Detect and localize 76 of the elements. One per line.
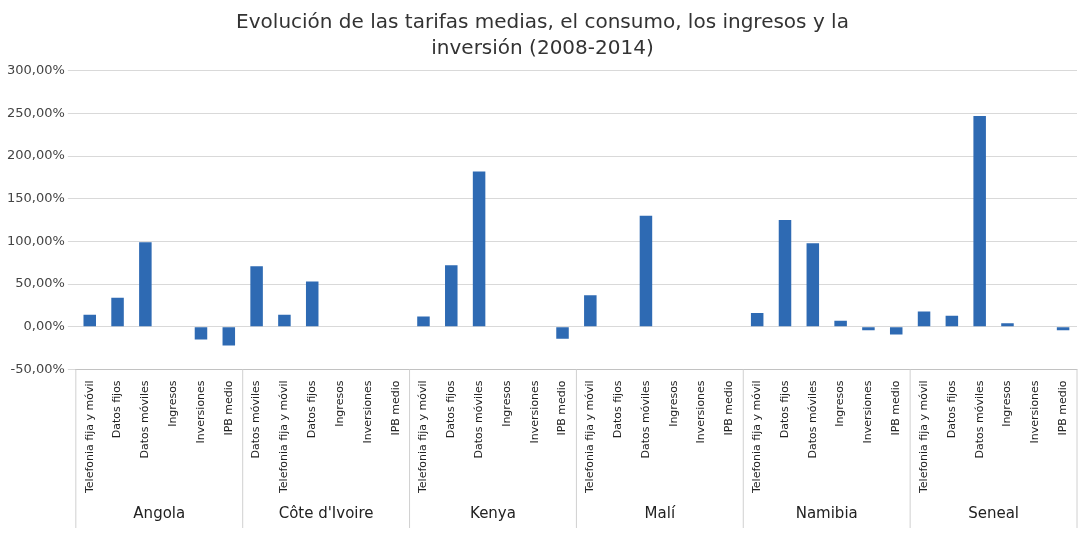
x-tick-label: Inversiones: [527, 380, 541, 444]
bar: [139, 242, 152, 327]
x-tick-label: Ingresos: [499, 380, 513, 427]
x-tick-label: Inversiones: [861, 380, 875, 444]
x-tick-label: Datos móviles: [138, 380, 152, 459]
x-tick-label: Datos fijos: [610, 380, 624, 439]
text: Côte d'Ivoire: [278, 503, 374, 522]
text: Seneal: [968, 503, 1019, 522]
x-tick-label: Datos fijos: [444, 380, 458, 439]
bar: [305, 281, 319, 327]
bar: [1001, 323, 1014, 327]
x-tick-label: IPB medio: [221, 380, 235, 436]
bar: [556, 327, 569, 339]
x-tick-label: Ingresos: [666, 380, 680, 427]
x-tick-label: Datos móviles: [249, 380, 263, 459]
x-tick-label: Telefonia fija y móvil: [916, 380, 930, 494]
bar: [639, 215, 653, 327]
bar: [750, 313, 764, 327]
x-tick-label: Telefonia fija y móvil: [583, 380, 597, 494]
bar: [778, 220, 792, 327]
x-tick-label: Datos móviles: [972, 380, 986, 459]
bar: [250, 266, 263, 327]
x-tick-label: Datos móviles: [805, 380, 819, 459]
x-tick-label: Telefonia fija y móvil: [750, 380, 764, 494]
bar: [806, 243, 820, 327]
x-tick-label: Datos fijos: [305, 380, 319, 439]
text: Angola: [133, 503, 186, 522]
bar: [111, 297, 124, 327]
x-tick-label: Ingresos: [833, 380, 847, 427]
x-tick-label: IPB medio: [1055, 380, 1069, 436]
bar: [83, 314, 96, 327]
bar: [222, 327, 236, 346]
x-tick-label: Inversiones: [360, 380, 374, 444]
y-tick-label: 0,00%: [23, 318, 65, 334]
bar: [445, 265, 458, 327]
bar: [945, 315, 959, 327]
x-tick-label: Datos móviles: [638, 380, 652, 459]
y-tick-label: 50,00%: [15, 275, 65, 291]
bar: [917, 311, 931, 327]
bar: [472, 171, 486, 327]
x-tick-label: Inversiones: [193, 380, 207, 444]
x-tick-label: Telefonia fija y móvil: [416, 380, 430, 494]
y-tick-label: 250,00%: [7, 104, 65, 120]
y-tick-label: 150,00%: [7, 190, 65, 206]
x-tick-label: Inversiones: [1028, 380, 1042, 444]
x-tick-label: Ingresos: [166, 380, 180, 427]
x-tick-label: Inversiones: [694, 380, 708, 444]
y-tick-label: 300,00%: [7, 62, 65, 78]
bar: [973, 116, 986, 327]
x-tick-label: Telefonia fija y móvil: [277, 380, 291, 494]
bar: [1056, 327, 1070, 331]
x-tick-label: Datos móviles: [471, 380, 485, 459]
bar: [584, 295, 597, 327]
x-tick-label: IPB medio: [388, 380, 402, 436]
bar: [862, 327, 875, 331]
chart-title: Evolución de las tarifas medias, el consumo, los ingresos y la inversión (2008-2014): [235, 8, 850, 60]
x-tick-label: IPB medio: [889, 380, 903, 436]
text: Kenya: [470, 503, 516, 522]
x-tick-label: Datos fijos: [944, 380, 958, 439]
bar: [834, 320, 847, 327]
bar: [889, 327, 903, 335]
bar: [417, 316, 430, 327]
y-tick-label: -50,00%: [10, 360, 65, 376]
bar: [278, 314, 291, 327]
x-tick-label: IPB medio: [722, 380, 736, 436]
y-tick-label: 100,00%: [7, 232, 65, 248]
x-tick-label: Telefonia fija y móvil: [82, 380, 96, 494]
x-tick-label: Datos fijos: [777, 380, 791, 439]
x-tick-label: Ingresos: [332, 380, 346, 427]
text: Namibia: [795, 503, 858, 522]
x-tick-label: IPB medio: [555, 380, 569, 436]
x-tick-label: Datos fijos: [110, 380, 124, 439]
text: Malí: [644, 503, 676, 522]
y-tick-label: 200,00%: [7, 147, 65, 163]
bar: [194, 327, 208, 340]
x-tick-label: Ingresos: [1000, 380, 1014, 427]
